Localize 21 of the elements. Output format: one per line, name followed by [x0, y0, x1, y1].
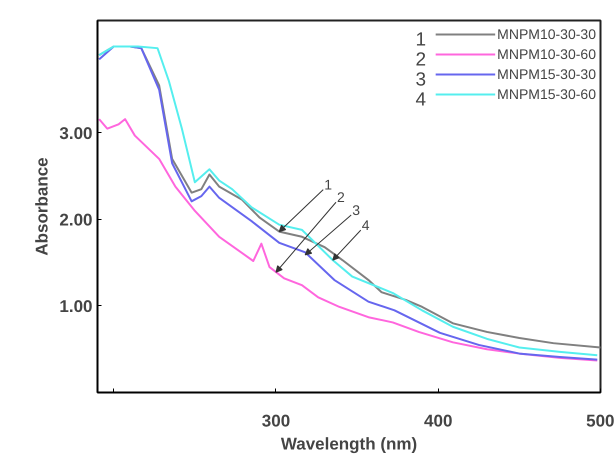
- annotation: 2: [416, 50, 426, 70]
- x-tick-label: 300: [262, 412, 290, 430]
- annotation: 4: [416, 90, 426, 110]
- legend-label: MNPM15-30-30: [497, 65, 596, 84]
- annotation: 1: [324, 176, 332, 193]
- annotation: 2: [336, 189, 345, 206]
- annotation: 4: [362, 217, 370, 234]
- annotation: 3: [416, 70, 426, 90]
- x-tick-label: 400: [424, 412, 452, 430]
- legend-label: MNPM10-30-30: [497, 25, 596, 44]
- y-tick-label: 2.00: [59, 210, 93, 230]
- y-tick-label: 3.00: [59, 124, 93, 143]
- annotation: 3: [352, 202, 360, 218]
- legend-label: MNPM15-30-60: [497, 85, 596, 104]
- x-tick-label: 500: [586, 412, 614, 430]
- y-axis-title: Absorbance: [32, 157, 52, 256]
- line-series: [98, 118, 598, 362]
- y-tick-label: 1.00: [59, 296, 93, 316]
- annotation: 1: [416, 30, 426, 50]
- x-axis-title: Wavelength (nm): [280, 434, 418, 454]
- legend-label: MNPM10-30-60: [497, 45, 596, 64]
